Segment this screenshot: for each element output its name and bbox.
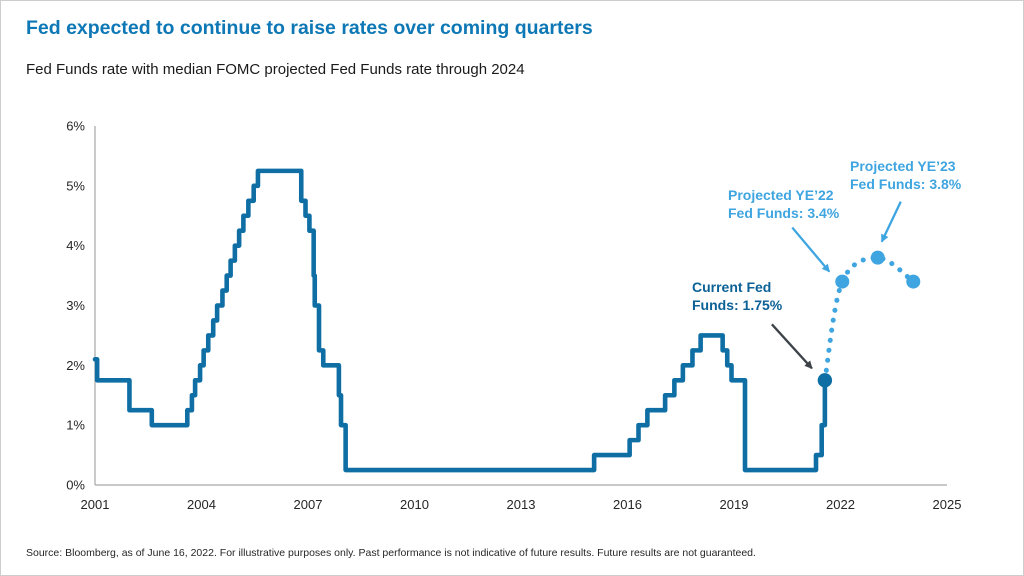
annotation-line: Projected YE’22 — [728, 187, 834, 203]
chart-subtitle: Fed Funds rate with median FOMC projecte… — [26, 61, 525, 78]
annotation-line: Current Fed — [692, 279, 772, 295]
annotation-projected-ye22: Projected YE’22 Fed Funds: 3.4% — [728, 186, 839, 222]
current-fed-funds-dot — [817, 373, 833, 388]
x-tick-label: 2010 — [400, 497, 429, 512]
projection-marker — [870, 250, 885, 265]
y-tick-label: 6% — [66, 119, 85, 134]
arrow-projected-ye23 — [880, 201, 902, 243]
projection-marker — [906, 274, 921, 289]
x-tick-label: 2022 — [826, 497, 855, 512]
source-note: Source: Bloomberg, as of June 16, 2022. … — [26, 547, 756, 559]
arrow-projected-ye22 — [791, 226, 831, 273]
axes-layer: 6% 5% 4% 3% 2% 1% 0% 2001 2004 2007 2010 2013 2016 20… — [66, 119, 961, 513]
y-tick-label: 3% — [66, 298, 85, 313]
annotation-line: Fed Funds: 3.8% — [850, 176, 962, 192]
x-tick-label: 2013 — [507, 497, 536, 512]
projection-marker — [835, 274, 850, 289]
chart-title: Fed expected to continue to raise rates … — [26, 17, 593, 39]
x-tick-label: 2016 — [613, 497, 642, 512]
arrow-current-fed-funds — [771, 323, 813, 370]
annotation-projected-ye23: Projected YE’23 Fed Funds: 3.8% — [850, 157, 961, 193]
x-tick-label: 2004 — [187, 497, 216, 512]
x-tick-label: 2001 — [81, 497, 110, 512]
fed-funds-line — [92, 168, 828, 473]
x-tick-label: 2007 — [294, 497, 323, 512]
y-tick-label: 0% — [66, 478, 85, 493]
y-tick-label: 5% — [66, 178, 85, 193]
y-tick-label: 2% — [66, 358, 85, 373]
annotation-current-fed-funds: Current Fed Funds: 1.75% — [692, 278, 782, 314]
series-layer — [92, 168, 921, 473]
annotation-line: Projected YE’23 — [850, 158, 956, 174]
y-tick-label: 4% — [66, 238, 85, 253]
x-tick-label: 2019 — [720, 497, 749, 512]
annotation-line: Funds: 1.75% — [692, 297, 783, 313]
annotation-line: Fed Funds: 3.4% — [728, 205, 840, 221]
arrow-layer — [771, 201, 902, 370]
x-tick-label: 2025 — [933, 497, 962, 512]
y-tick-label: 1% — [66, 418, 85, 433]
